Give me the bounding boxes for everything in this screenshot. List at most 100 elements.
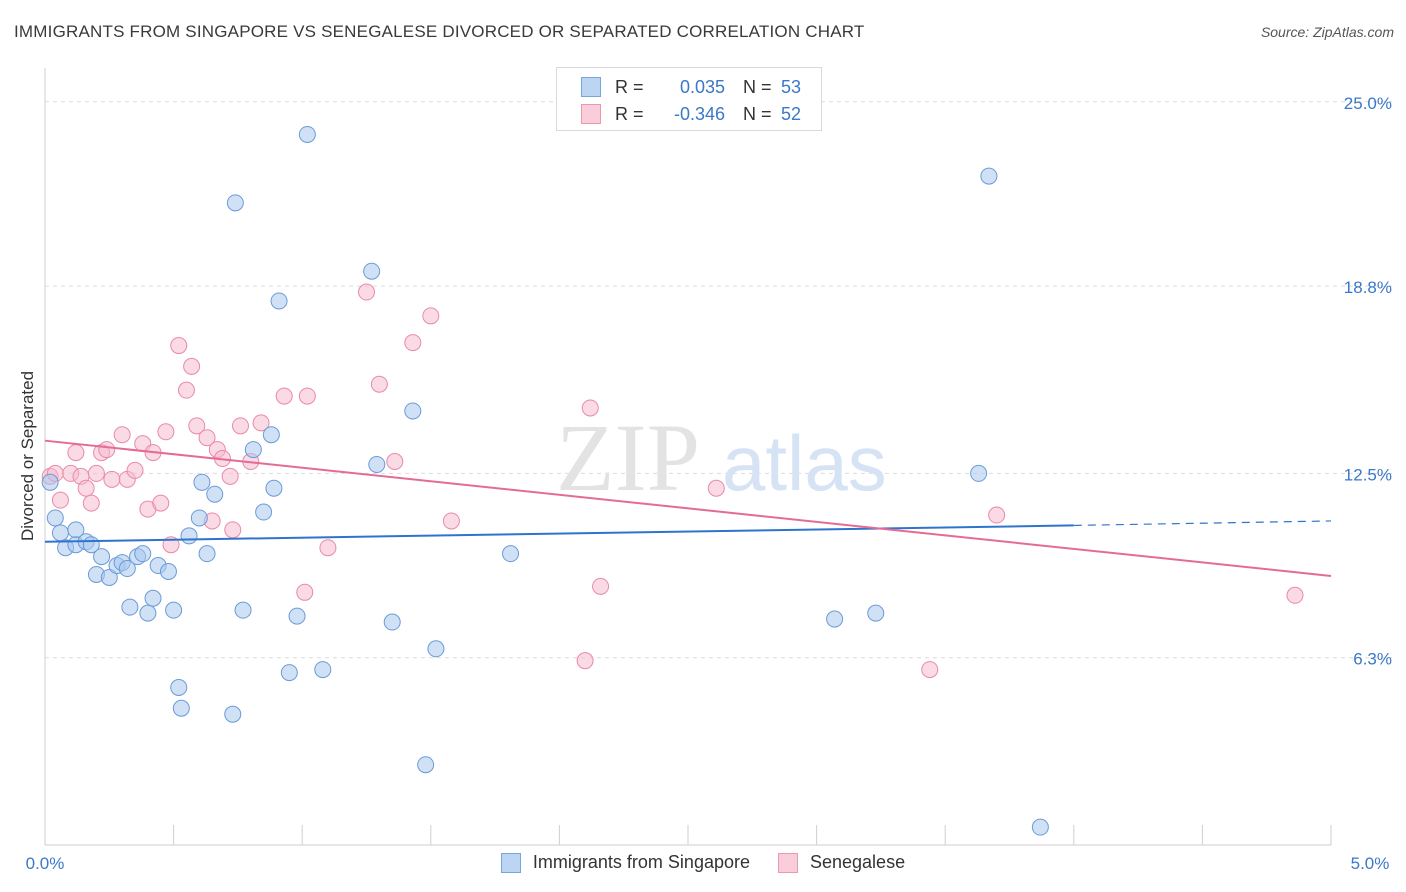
senegalese-point	[188, 417, 206, 435]
singapore-point	[270, 292, 288, 310]
senegalese-trend-line	[44, 439, 1332, 577]
watermark: ZIP atlas	[556, 404, 887, 511]
senegalese-point	[422, 307, 440, 325]
singapore-point	[298, 125, 316, 143]
singapore-point	[826, 610, 844, 628]
senegalese-legend-swatch	[778, 852, 798, 873]
senegalese-point	[988, 506, 1006, 524]
senegalese-point	[98, 441, 116, 459]
singapore-point	[265, 479, 283, 497]
y-tick-label: 12.5%	[1344, 465, 1392, 484]
singapore-point	[159, 562, 177, 580]
singapore-point	[139, 604, 157, 622]
chart-title: IMMIGRANTS FROM SINGAPORE VS SENEGALESE …	[14, 22, 865, 41]
senegalese-point	[77, 479, 95, 497]
senegalese-point	[87, 464, 105, 482]
stats-legend: R = 0.035 N = 53 R = -0.346 N = 52	[556, 67, 822, 131]
senegalese-point	[707, 479, 725, 497]
n-label: N =	[743, 103, 772, 124]
senegalese-point	[921, 661, 939, 679]
singapore-point	[224, 705, 242, 723]
singapore-point	[41, 473, 59, 491]
senegalese-point	[298, 387, 316, 405]
singapore-point	[363, 262, 381, 280]
senegalese-point	[51, 491, 69, 509]
singapore-point	[206, 485, 224, 503]
singapore-point	[198, 545, 216, 563]
singapore-point	[867, 604, 885, 622]
grid	[45, 101, 1392, 659]
watermark-zip: ZIP	[556, 404, 700, 511]
senegalese-point	[404, 334, 422, 352]
singapore-point	[502, 545, 520, 563]
singapore-legend-label: Immigrants from Singapore	[532, 852, 750, 872]
singapore-trend-extension	[1073, 520, 1332, 527]
singapore-point	[226, 194, 244, 212]
singapore-point	[262, 426, 280, 444]
legend-item-senegalese[interactable]: Senegalese	[778, 852, 905, 873]
r-label: R =	[615, 103, 644, 124]
n-value-singapore: 53	[781, 76, 802, 97]
y-tick-label: 6.3%	[1353, 650, 1392, 669]
singapore-point	[93, 548, 111, 566]
senegalese-point	[82, 494, 100, 512]
singapore-point	[288, 607, 306, 625]
senegalese-point	[370, 375, 388, 393]
senegalese-point	[126, 461, 144, 479]
legend-row-singapore: R = 0.035 N = 53	[581, 75, 801, 99]
senegalese-point	[1286, 586, 1304, 604]
singapore-point	[193, 473, 211, 491]
senegalese-point	[319, 539, 337, 557]
senegalese-point	[152, 494, 170, 512]
watermark-atlas: atlas	[722, 419, 887, 507]
y-tick-label: 18.8%	[1344, 278, 1392, 297]
senegalese-point	[221, 467, 239, 485]
singapore-point	[427, 640, 445, 658]
singapore-point	[165, 601, 183, 619]
r-label: R =	[615, 76, 644, 97]
singapore-point	[980, 167, 998, 185]
legend-item-singapore[interactable]: Immigrants from Singapore	[500, 852, 750, 873]
senegalese-point	[170, 337, 188, 355]
x-tick-labels: 0.0% 5.0%	[26, 854, 1390, 873]
singapore-point	[1031, 818, 1049, 836]
source-label: Source: ZipAtlas.com	[1260, 24, 1394, 40]
singapore-point	[368, 455, 386, 473]
senegalese-point	[275, 387, 293, 405]
singapore-point	[404, 402, 422, 420]
singapore-point	[121, 598, 139, 616]
singapore-point	[172, 699, 190, 717]
singapore-point	[314, 661, 332, 679]
singapore-point	[134, 545, 152, 563]
singapore-point	[170, 678, 188, 696]
senegalese-point	[296, 583, 314, 601]
trend-lines	[44, 439, 1332, 577]
senegalese-point	[198, 429, 216, 447]
y-tick-labels: 6.3% 12.5% 18.8% 25.0%	[1344, 94, 1392, 669]
senegalese-point	[177, 381, 195, 399]
senegalese-point	[576, 652, 594, 670]
y-tick-label: 25.0%	[1344, 94, 1392, 113]
n-label: N =	[743, 76, 772, 97]
series-legend: Immigrants from Singapore Senegalese	[0, 852, 1406, 873]
y-axis-label: Divorced or Separated	[18, 370, 37, 542]
n-value-senegalese: 52	[781, 103, 802, 124]
senegalese-legend-label: Senegalese	[810, 852, 906, 872]
senegalese-point	[67, 444, 85, 462]
senegalese-point	[183, 357, 201, 375]
senegalese-point	[113, 426, 131, 444]
axes	[44, 68, 1332, 846]
senegalese-swatch	[581, 104, 601, 124]
singapore-point	[51, 524, 69, 542]
senegalese-point	[358, 283, 375, 301]
singapore-point	[383, 613, 401, 631]
singapore-point	[255, 503, 273, 521]
singapore-legend-swatch	[500, 852, 521, 873]
singapore-point	[280, 664, 298, 682]
r-value-singapore: 0.035	[679, 76, 725, 97]
r-value-senegalese: -0.346	[673, 103, 725, 124]
senegalese-point	[252, 414, 270, 432]
senegalese-point	[442, 512, 460, 530]
singapore-point	[180, 527, 198, 545]
